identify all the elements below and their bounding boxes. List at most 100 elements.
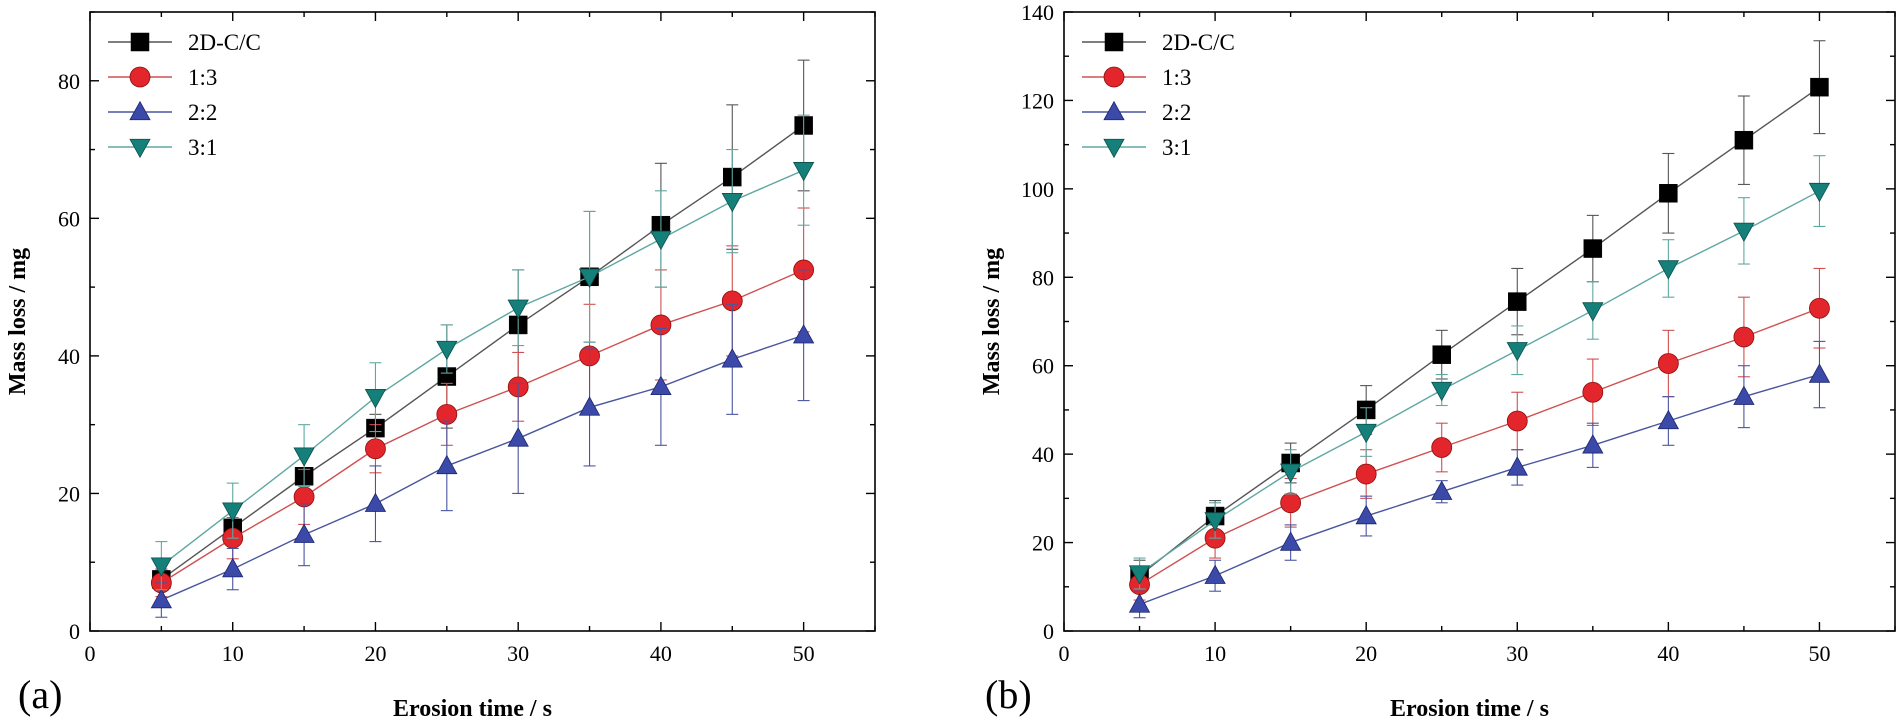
data-point [792, 324, 815, 344]
legend-label: 1:3 [188, 65, 217, 90]
data-point [1506, 456, 1528, 476]
legend-label: 2D-C/C [1162, 30, 1235, 55]
data-point [222, 557, 244, 578]
y-tick-label: 80 [1032, 265, 1054, 290]
series-4 [150, 114, 815, 591]
y-tick-label: 140 [1021, 0, 1054, 25]
panel-label: (b) [985, 672, 1032, 717]
data-point [1355, 504, 1377, 525]
data-point [1508, 292, 1527, 311]
legend-entry: 2D-C/C [108, 30, 261, 55]
data-point [436, 340, 458, 361]
series-3 [1128, 340, 1831, 619]
data-point [293, 447, 315, 467]
legend-entry: 2:2 [1082, 100, 1191, 125]
x-tick-label: 20 [1355, 641, 1377, 666]
series-4 [1128, 155, 1831, 590]
legend-marker [1103, 138, 1125, 159]
legend-marker [130, 32, 150, 52]
legend-label: 3:1 [1162, 135, 1191, 160]
y-tick-label: 20 [58, 481, 80, 506]
data-point [1280, 492, 1302, 514]
data-point [1279, 463, 1302, 484]
y-tick-label: 100 [1021, 177, 1054, 202]
legend-label: 1:3 [1162, 65, 1191, 90]
data-point [1128, 593, 1151, 613]
y-tick-label: 0 [69, 619, 80, 644]
y-tick-label: 40 [58, 344, 80, 369]
data-point [1506, 342, 1528, 362]
legend-entry: 2D-C/C [1082, 30, 1235, 55]
series-2 [150, 207, 815, 598]
x-tick-label: 20 [364, 641, 386, 666]
series-3 [150, 269, 815, 618]
x-tick-label: 0 [85, 641, 96, 666]
y-tick-label: 0 [1043, 619, 1054, 644]
series-1 [152, 59, 813, 591]
data-point [1657, 409, 1680, 430]
data-point [1204, 564, 1226, 584]
data-point [1355, 423, 1377, 444]
x-tick-label: 40 [650, 641, 672, 666]
data-point [1431, 381, 1453, 402]
data-point [293, 523, 315, 543]
data-point [365, 438, 386, 460]
data-point [1733, 222, 1755, 243]
data-point [1582, 434, 1604, 454]
legend-marker [1103, 100, 1125, 121]
series-line [160, 269, 804, 584]
y-tick-label: 60 [1032, 354, 1054, 379]
data-point [1733, 326, 1755, 348]
data-point [1355, 463, 1377, 485]
data-point [1279, 531, 1302, 551]
series-line [1139, 190, 1820, 575]
x-tick-label: 40 [1657, 641, 1679, 666]
x-tick-label: 30 [507, 641, 529, 666]
data-point [650, 230, 672, 251]
y-tick-label: 80 [58, 69, 80, 94]
x-axis-title: Erosion time / s [1390, 696, 1549, 722]
legend-entry: 3:1 [108, 135, 217, 160]
chart-panel-1: 0 10 20 30 40 50 0 20 40 60 80 Erosion time / s Mass… [5, 11, 876, 722]
data-point [1808, 182, 1831, 203]
data-point [721, 192, 743, 213]
data-point [650, 375, 672, 396]
data-point [1657, 353, 1679, 374]
data-point [1128, 565, 1151, 585]
data-point [364, 492, 387, 512]
data-point [578, 268, 601, 288]
data-point [436, 454, 458, 475]
legend-label: 3:1 [188, 135, 217, 160]
legend-marker [1103, 66, 1125, 88]
legend-marker [129, 138, 151, 159]
chart-panel-2: 0 10 20 30 40 50 0 20 40 60 80 100 120 140 Erosion tim… [979, 0, 1896, 722]
data-point [1659, 184, 1678, 203]
y-axis-title: Mass loss / mg [979, 248, 1005, 395]
legend-label: 2:2 [1162, 100, 1191, 125]
legend-entry: 1:3 [1082, 65, 1191, 90]
data-point [721, 348, 743, 368]
legend: 2D-C/C 1:3 2:2 3:1 [1082, 30, 1235, 160]
series-line [161, 334, 804, 601]
x-tick-label: 50 [793, 641, 815, 666]
legend-marker [1104, 32, 1124, 52]
series-line [160, 124, 805, 580]
data-point [1506, 410, 1528, 432]
data-point [507, 427, 529, 447]
y-tick-label: 60 [58, 206, 80, 231]
x-tick-label: 10 [1204, 641, 1226, 666]
x-tick-label: 50 [1808, 641, 1830, 666]
x-axis-title: Erosion time / s [393, 696, 552, 722]
x-tick-label: 30 [1506, 641, 1528, 666]
data-point [150, 588, 173, 609]
y-tick-label: 120 [1021, 88, 1054, 113]
legend-marker [129, 66, 151, 88]
data-point [150, 557, 173, 577]
data-point [1204, 512, 1226, 532]
data-point [364, 388, 387, 409]
plot-frame [89, 11, 876, 632]
y-axis-title: Mass loss / mg [5, 248, 31, 395]
data-point [1809, 297, 1830, 319]
panel-label: (a) [18, 672, 62, 717]
